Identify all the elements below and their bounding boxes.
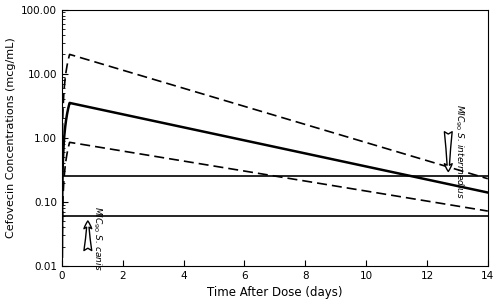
Text: MIC$_{90}$ S. canis: MIC$_{90}$ S. canis [92, 206, 104, 270]
Text: MIC$_{90}$ S. intermedius: MIC$_{90}$ S. intermedius [453, 104, 466, 199]
Y-axis label: Cefovecin Concentrations (mcg/mL): Cefovecin Concentrations (mcg/mL) [6, 38, 16, 238]
X-axis label: Time After Dose (days): Time After Dose (days) [207, 286, 342, 300]
